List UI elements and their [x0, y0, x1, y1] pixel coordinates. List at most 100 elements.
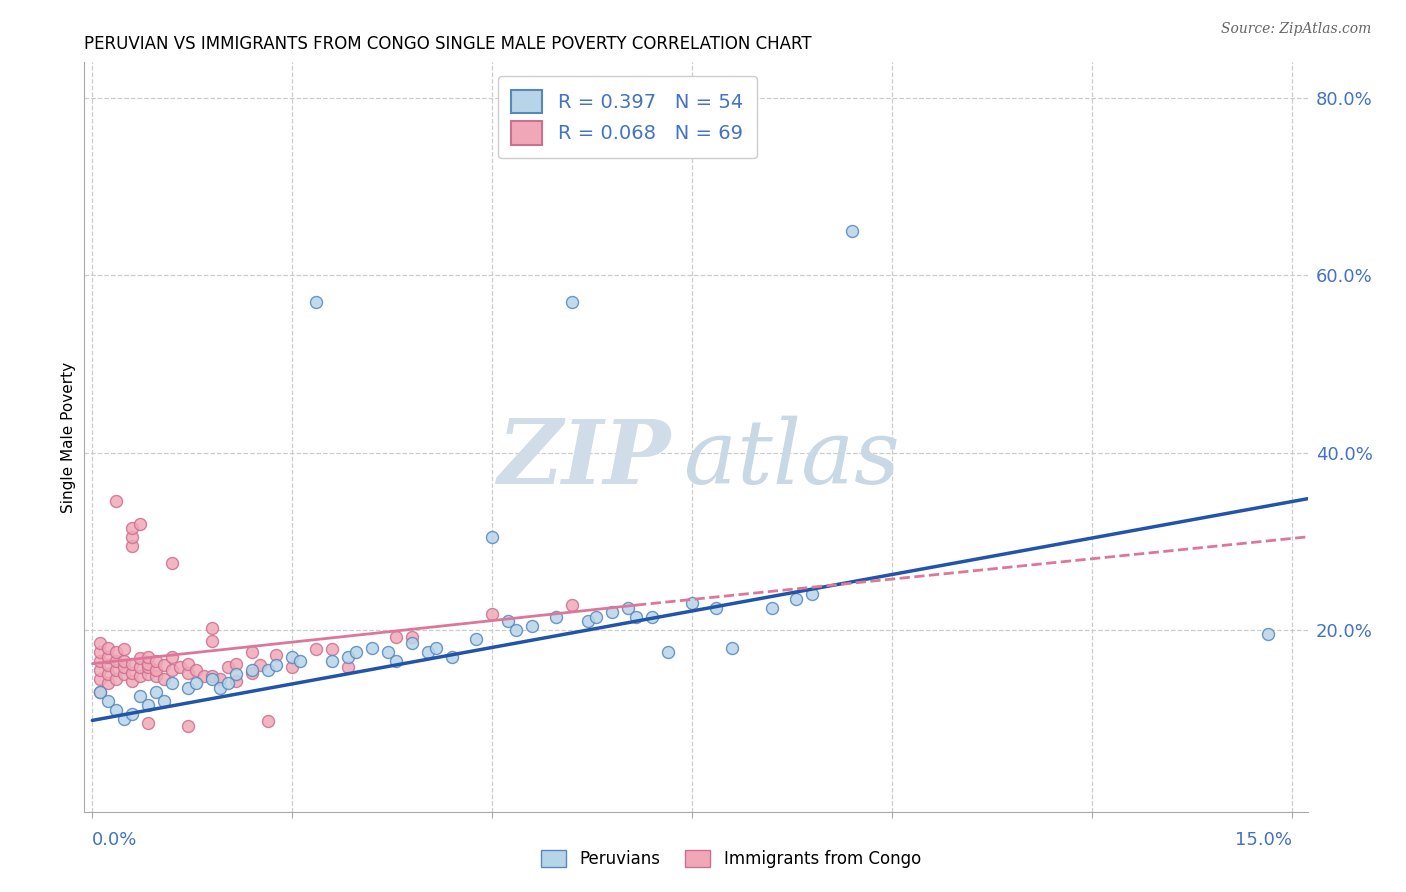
Point: [201, 672, 224, 686]
Text: 0.0%: 0.0%: [93, 831, 138, 849]
Point: [240, 665, 263, 680]
Point: [425, 640, 447, 655]
Point: [281, 660, 304, 674]
Point: [153, 672, 176, 686]
Point: [162, 649, 184, 664]
Point: [89, 645, 111, 659]
Point: [290, 654, 312, 668]
Point: [136, 716, 159, 731]
Point: [112, 667, 135, 681]
Point: [136, 657, 159, 671]
Point: [209, 672, 232, 686]
Point: [377, 645, 399, 659]
Point: [217, 676, 239, 690]
Point: [145, 663, 167, 677]
Point: [89, 672, 111, 686]
Point: [89, 663, 111, 677]
Point: [264, 648, 287, 662]
Point: [105, 654, 128, 668]
Point: [385, 654, 408, 668]
Point: [105, 672, 128, 686]
Point: [441, 649, 464, 664]
Point: [89, 685, 111, 699]
Point: [401, 630, 423, 644]
Y-axis label: Single Male Poverty: Single Male Poverty: [60, 361, 76, 513]
Point: [97, 694, 120, 708]
Point: [186, 676, 208, 690]
Point: [177, 657, 200, 671]
Point: [281, 649, 304, 664]
Point: [145, 669, 167, 683]
Point: [145, 685, 167, 699]
Point: [257, 714, 280, 729]
Point: [761, 600, 783, 615]
Point: [481, 530, 503, 544]
Point: [153, 658, 176, 673]
Point: [657, 645, 679, 659]
Point: [337, 649, 360, 664]
Point: [193, 669, 215, 683]
Point: [201, 621, 224, 635]
Point: [105, 494, 128, 508]
Point: [105, 645, 128, 659]
Point: [136, 660, 159, 674]
Point: [418, 645, 440, 659]
Point: [800, 587, 823, 601]
Point: [240, 645, 263, 659]
Point: [112, 712, 135, 726]
Point: [305, 642, 328, 657]
Text: 15.0%: 15.0%: [1234, 831, 1292, 849]
Point: [505, 623, 527, 637]
Point: [225, 674, 247, 689]
Point: [201, 633, 224, 648]
Point: [544, 609, 567, 624]
Point: [129, 690, 152, 704]
Point: [344, 645, 367, 659]
Point: [136, 649, 159, 664]
Point: [112, 654, 135, 668]
Point: [585, 609, 607, 624]
Point: [121, 665, 143, 680]
Point: [169, 660, 191, 674]
Point: [177, 681, 200, 695]
Text: ZIP: ZIP: [498, 417, 672, 503]
Point: [496, 614, 519, 628]
Point: [129, 660, 152, 674]
Legend: Peruvians, Immigrants from Congo: Peruvians, Immigrants from Congo: [534, 843, 928, 875]
Point: [520, 618, 543, 632]
Point: [249, 658, 271, 673]
Point: [136, 667, 159, 681]
Point: [186, 663, 208, 677]
Point: [136, 698, 159, 713]
Point: [105, 703, 128, 717]
Text: PERUVIAN VS IMMIGRANTS FROM CONGO SINGLE MALE POVERTY CORRELATION CHART: PERUVIAN VS IMMIGRANTS FROM CONGO SINGLE…: [84, 35, 813, 53]
Point: [105, 663, 128, 677]
Point: [89, 636, 111, 650]
Point: [129, 651, 152, 665]
Point: [129, 516, 152, 531]
Point: [89, 685, 111, 699]
Point: [177, 719, 200, 733]
Point: [321, 642, 343, 657]
Point: [721, 640, 744, 655]
Point: [225, 657, 247, 671]
Point: [385, 630, 408, 644]
Point: [217, 660, 239, 674]
Text: Source: ZipAtlas.com: Source: ZipAtlas.com: [1220, 22, 1371, 37]
Point: [121, 530, 143, 544]
Point: [321, 654, 343, 668]
Point: [89, 654, 111, 668]
Point: [97, 676, 120, 690]
Point: [465, 632, 488, 646]
Point: [162, 676, 184, 690]
Point: [97, 640, 120, 655]
Point: [121, 539, 143, 553]
Point: [561, 598, 583, 612]
Point: [617, 600, 640, 615]
Text: atlas: atlas: [683, 417, 900, 503]
Point: [785, 591, 807, 606]
Point: [209, 681, 232, 695]
Point: [264, 658, 287, 673]
Point: [240, 663, 263, 677]
Point: [681, 596, 703, 610]
